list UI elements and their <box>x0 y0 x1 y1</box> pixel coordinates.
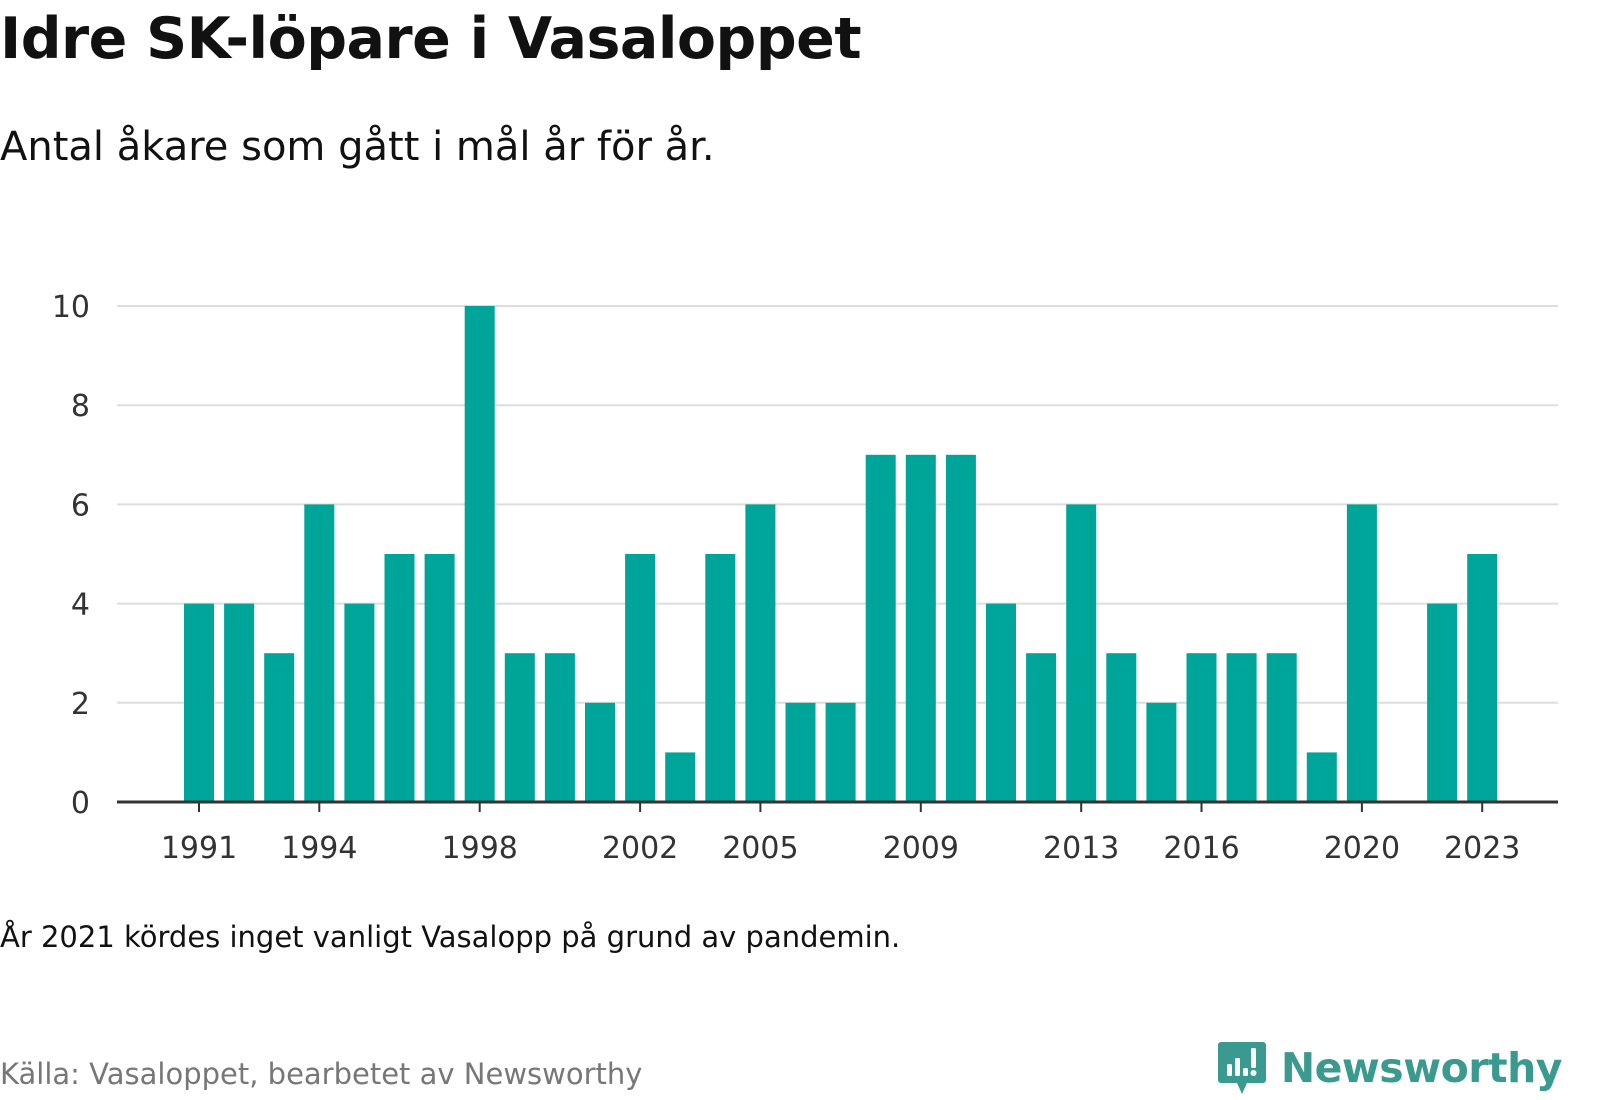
x-tick-label: 2016 <box>1163 831 1239 866</box>
x-tick-label: 2023 <box>1444 831 1520 866</box>
bar-2008 <box>865 454 896 802</box>
newsworthy-logo-icon <box>1217 1042 1266 1094</box>
bar-2014 <box>1106 653 1137 802</box>
bar-2006 <box>785 702 816 802</box>
bar-2018 <box>1266 653 1297 802</box>
y-tick-label: 10 <box>52 290 90 325</box>
bar-2005 <box>745 504 776 802</box>
chart-title: Idre SK-löpare i Vasaloppet <box>0 6 862 72</box>
bar-1997 <box>424 554 455 802</box>
x-tick-label: 1991 <box>161 831 237 866</box>
y-tick-label: 4 <box>71 588 90 623</box>
newsworthy-logo-text: Newsworthy <box>1280 1044 1563 1092</box>
x-tick-label: 2013 <box>1043 831 1119 866</box>
bar-1992 <box>224 603 255 802</box>
newsworthy-logo: Newsworthy <box>1217 1040 1563 1096</box>
bar-2007 <box>825 702 856 802</box>
bar-2000 <box>544 653 575 802</box>
bar-1996 <box>384 554 415 802</box>
bar-2009 <box>905 454 936 802</box>
y-tick-label: 8 <box>71 389 90 424</box>
bar-chart: 0 2 4 6 8 10 1991 1994 1998 2002 2005 2009 2013 2016… <box>52 290 1558 866</box>
bar-2022 <box>1427 603 1458 802</box>
bar-1994 <box>304 504 335 802</box>
bar-2002 <box>625 554 656 802</box>
bar-2017 <box>1226 653 1257 802</box>
bar-1991 <box>184 603 214 802</box>
y-tick-label: 6 <box>71 488 90 523</box>
bar-1993 <box>264 653 295 802</box>
bar-1999 <box>504 653 535 802</box>
bar-2012 <box>1026 653 1057 802</box>
x-tick-label: 1994 <box>281 831 357 866</box>
bar-2013 <box>1066 504 1097 802</box>
gridlines <box>117 305 1558 704</box>
x-tick-label: 2002 <box>602 831 678 866</box>
bar-2020 <box>1346 504 1377 802</box>
bar-2003 <box>665 752 696 802</box>
chart-note: År 2021 kördes inget vanligt Vasalopp på… <box>0 920 901 954</box>
x-tick-label: 1998 <box>442 831 518 866</box>
bar-2015 <box>1146 702 1177 802</box>
source-credit: Källa: Vasaloppet, bearbetet av Newswort… <box>0 1057 643 1091</box>
bars <box>184 306 1498 802</box>
y-tick-label: 0 <box>71 786 90 821</box>
bar-2004 <box>705 554 736 802</box>
bar-2011 <box>986 603 1016 802</box>
bar-2016 <box>1186 653 1217 802</box>
chart-subtitle: Antal åkare som gått i mål år för år. <box>0 124 715 170</box>
x-axis-labels: 1991 1994 1998 2002 2005 2009 2013 2016 2020 2023 <box>161 802 1520 866</box>
x-tick-label: 2005 <box>722 831 798 866</box>
bar-1998 <box>464 306 495 802</box>
x-tick-label: 2020 <box>1324 831 1400 866</box>
bar-2010 <box>945 454 976 802</box>
bar-2019 <box>1306 752 1337 802</box>
bar-2023 <box>1467 554 1498 802</box>
y-tick-label: 2 <box>71 687 90 722</box>
bar-1995 <box>344 603 375 802</box>
x-tick-label: 2009 <box>883 831 959 866</box>
bar-2001 <box>585 702 615 802</box>
y-axis-labels: 0 2 4 6 8 10 <box>52 290 90 821</box>
